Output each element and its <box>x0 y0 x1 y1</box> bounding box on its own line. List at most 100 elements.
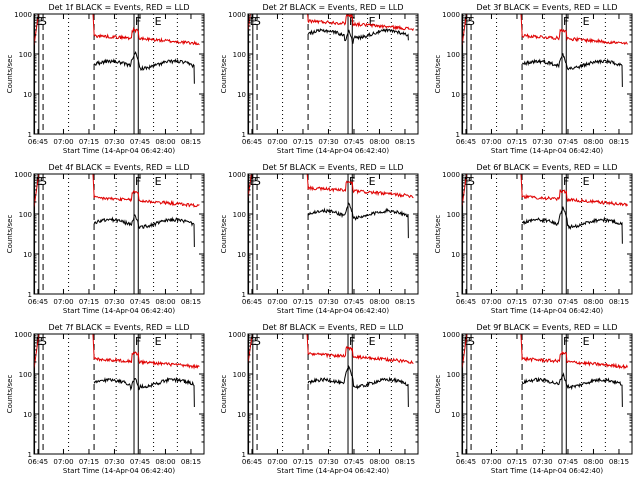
series-lld-pre <box>34 174 40 208</box>
x-tick-label: 06:45 <box>456 138 476 146</box>
y-tick-label: 100 <box>233 211 246 219</box>
series-lld <box>520 174 628 207</box>
x-axis-label: Start Time (14-Apr-04 06:42:40) <box>491 307 603 315</box>
panel-title: Det 3f BLACK = Events, RED = LLD <box>476 3 617 12</box>
y-tick-label: 1000 <box>228 11 246 19</box>
y-tick-label: 100 <box>19 371 32 379</box>
x-tick-label: 07:00 <box>53 138 73 146</box>
x-tick-label: 07:30 <box>104 298 124 306</box>
panel-7: Det 7f BLACK = Events, RED = LLDESFE1101… <box>6 323 205 475</box>
y-tick-label: 10 <box>23 411 32 419</box>
x-tick-label: 08:15 <box>609 458 629 466</box>
x-tick-label: 06:45 <box>242 458 262 466</box>
y-tick-label: 1000 <box>442 331 460 339</box>
x-tick-label: 07:00 <box>481 458 501 466</box>
marker-label: E <box>583 15 590 28</box>
x-tick-label: 07:00 <box>267 458 287 466</box>
x-tick-label: 07:15 <box>507 138 527 146</box>
series-lld-pre <box>248 14 251 31</box>
plot-area: ESFE <box>34 334 200 454</box>
series-events <box>93 376 195 407</box>
panel-title: Det 7f BLACK = Events, RED = LLD <box>48 323 189 332</box>
y-tick-label: 10 <box>237 91 246 99</box>
y-tick-label: 1 <box>242 451 246 459</box>
x-axis-label: Start Time (14-Apr-04 06:42:40) <box>277 147 389 155</box>
x-tick-label: 08:00 <box>583 138 603 146</box>
series-lld <box>92 14 200 46</box>
y-tick-label: 10 <box>451 251 460 259</box>
panel-title: Det 9f BLACK = Events, RED = LLD <box>476 323 617 332</box>
series-lld-pre <box>34 334 40 369</box>
marker-label: S <box>468 175 475 188</box>
x-tick-label: 07:15 <box>79 458 99 466</box>
x-tick-label: 06:45 <box>242 298 262 306</box>
y-tick-label: 1 <box>242 291 246 299</box>
y-tick-label: 1 <box>28 291 32 299</box>
y-tick-label: 1 <box>456 131 460 139</box>
series-events <box>307 202 409 239</box>
panel-title: Det 6f BLACK = Events, RED = LLD <box>476 163 617 172</box>
x-tick-label: 06:45 <box>28 138 48 146</box>
y-tick-label: 10 <box>237 251 246 259</box>
x-tick-label: 08:00 <box>155 298 175 306</box>
series-lld <box>307 14 414 32</box>
x-axis-label: Start Time (14-Apr-04 06:42:40) <box>277 467 389 475</box>
marker-label: S <box>40 335 47 348</box>
x-tick-label: 07:00 <box>267 298 287 306</box>
y-tick-label: 10 <box>451 411 460 419</box>
x-tick-label: 08:15 <box>609 138 629 146</box>
plot-frame <box>33 173 205 295</box>
x-axis-label: Start Time (14-Apr-04 06:42:40) <box>63 307 175 315</box>
x-tick-label: 08:15 <box>395 138 415 146</box>
y-tick-label: 1 <box>28 131 32 139</box>
x-tick-label: 08:15 <box>181 458 201 466</box>
x-tick-label: 07:30 <box>532 138 552 146</box>
panel-8: Det 8f BLACK = Events, RED = LLDESFE1101… <box>220 323 419 475</box>
y-axis-label: Counts/sec <box>220 215 228 254</box>
y-tick-label: 1000 <box>14 331 32 339</box>
x-tick-label: 07:00 <box>481 138 501 146</box>
y-tick-label: 100 <box>19 51 32 59</box>
series-lld <box>92 174 200 208</box>
marker-label: S <box>254 175 261 188</box>
x-tick-label: 07:30 <box>104 138 124 146</box>
y-tick-label: 1000 <box>228 331 246 339</box>
y-axis-label: Counts/sec <box>6 375 14 414</box>
plot-frame <box>33 333 205 455</box>
series-lld <box>92 334 200 370</box>
y-tick-label: 100 <box>19 211 32 219</box>
x-tick-label: 07:45 <box>558 138 578 146</box>
x-tick-label: 08:00 <box>583 458 603 466</box>
series-events <box>521 206 623 244</box>
x-tick-label: 07:30 <box>104 458 124 466</box>
x-tick-label: 08:00 <box>155 458 175 466</box>
x-tick-label: 07:45 <box>344 298 364 306</box>
series-lld-pre <box>462 334 468 369</box>
y-tick-label: 10 <box>23 251 32 259</box>
marker-label: E <box>369 15 376 28</box>
x-tick-label: 07:30 <box>532 458 552 466</box>
x-tick-label: 07:00 <box>53 298 73 306</box>
x-tick-label: 07:45 <box>130 458 150 466</box>
x-tick-label: 07:15 <box>79 298 99 306</box>
plot-area: ESFE <box>34 14 200 134</box>
plot-frame <box>247 13 419 135</box>
plot-area: ESFE <box>248 334 414 454</box>
y-tick-label: 1 <box>242 131 246 139</box>
x-tick-label: 08:15 <box>395 458 415 466</box>
panel-title: Det 1f BLACK = Events, RED = LLD <box>48 3 189 12</box>
y-tick-label: 100 <box>233 371 246 379</box>
x-tick-label: 07:15 <box>79 138 99 146</box>
x-tick-label: 06:45 <box>28 298 48 306</box>
series-lld <box>520 14 628 46</box>
y-axis-label: Counts/sec <box>434 55 442 94</box>
x-tick-label: 08:15 <box>609 298 629 306</box>
panel-1: Det 1f BLACK = Events, RED = LLDESFE1101… <box>6 3 205 155</box>
plot-area: ESFE <box>248 14 414 134</box>
plot-frame <box>247 173 419 295</box>
y-axis-label: Counts/sec <box>6 55 14 94</box>
x-tick-label: 06:45 <box>28 458 48 466</box>
plot-area: ESFE <box>34 174 200 294</box>
panel-title: Det 4f BLACK = Events, RED = LLD <box>48 163 189 172</box>
series-lld-pre <box>248 174 252 199</box>
